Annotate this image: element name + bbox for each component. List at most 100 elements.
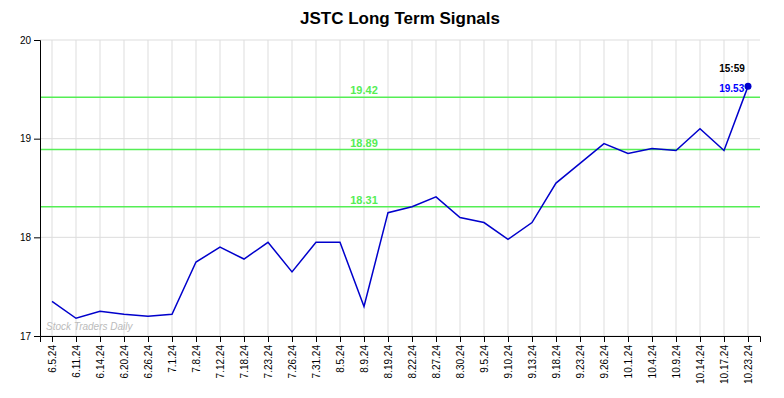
tick-mark: [700, 336, 701, 342]
tick-label: 8.5.24: [335, 345, 346, 373]
grid-line: [604, 40, 605, 336]
tick-mark: [124, 336, 125, 342]
tick-label: 9.10.24: [503, 345, 514, 379]
tick: 9.26.24: [599, 336, 610, 378]
tick-label: 8.9.24: [359, 345, 370, 373]
tick-mark: [76, 336, 77, 342]
tick-label: 10.9.24: [671, 345, 682, 379]
tick-label: 10.4.24: [647, 345, 658, 379]
watermark: Stock Traders Daily: [46, 321, 134, 332]
tick-mark: [220, 336, 221, 342]
annotation: 19.53: [719, 83, 744, 94]
tick-mark: [604, 336, 605, 342]
grid-line: [580, 40, 581, 336]
grid-line: [52, 40, 53, 336]
tick-label: 7.26.24: [287, 345, 298, 379]
tick-label: 9.26.24: [599, 345, 610, 379]
grid-line: [508, 40, 509, 336]
hline: [40, 206, 760, 208]
tick-mark: [508, 336, 509, 342]
tick-label: 8.27.24: [431, 345, 442, 379]
tick: 19: [20, 133, 40, 144]
grid-line: [76, 40, 77, 336]
grid-line: [220, 40, 221, 336]
grid-line: [652, 40, 653, 336]
tick-label: 10.17.24: [719, 345, 730, 384]
y-axis: 17 18 19 20: [20, 35, 41, 342]
grid: [40, 40, 760, 336]
tick-label: 6.14.24: [95, 345, 106, 379]
tick: 6.14.24: [95, 336, 106, 378]
tick-mark: [556, 336, 557, 342]
marks: [40, 83, 760, 318]
tick-label: 10.14.24: [695, 345, 706, 384]
grid-line: [100, 40, 101, 336]
grid-line: [436, 40, 437, 336]
tick-label: 6.5.24: [47, 345, 58, 373]
tick: 20: [20, 35, 40, 46]
tick: 10.4.24: [647, 336, 658, 378]
tick: 7.1.24: [167, 336, 178, 373]
tick: 8.27.24: [431, 336, 442, 378]
tick-mark: [412, 336, 413, 342]
grid-line: [412, 40, 413, 336]
tick-mark: [724, 336, 725, 342]
line: [52, 86, 748, 318]
tick-label: 19: [20, 133, 32, 144]
tick: 9.13.24: [527, 336, 538, 378]
x-axis: 6.5.246.11.246.14.246.20.246.26.247.1.24…: [41, 336, 761, 384]
chart: 171819206.5.246.11.246.14.246.20.246.26.…: [0, 0, 784, 398]
tick-label: 18: [20, 232, 32, 243]
tick: 18: [20, 232, 40, 243]
tick-mark: [436, 336, 437, 342]
tick-label: 9.13.24: [527, 345, 538, 379]
tick-label: 10.1.24: [623, 345, 634, 379]
tick-label: 9.23.24: [575, 345, 586, 379]
grid-line: [340, 40, 341, 336]
tick-mark: [364, 336, 365, 342]
tick: 7.26.24: [287, 336, 298, 378]
tick-mark: [460, 336, 461, 342]
tick-label: 17: [20, 331, 32, 342]
hline-label: 18.89: [350, 137, 378, 149]
tick: 6.11.24: [71, 336, 82, 378]
tick-mark: [580, 336, 581, 342]
tick-label: 20: [20, 35, 32, 46]
tick-label: 7.8.24: [191, 345, 202, 373]
tick: 7.31.24: [311, 336, 322, 378]
grid-line: [388, 40, 389, 336]
tick-mark: [292, 336, 293, 342]
tick: 7.18.24: [239, 336, 250, 378]
tick-mark: [268, 336, 269, 342]
tick-mark: [100, 336, 101, 342]
tick-label: 6.20.24: [119, 345, 130, 379]
tick-mark: [34, 40, 40, 41]
tick: 10.1.24: [623, 336, 634, 378]
tick: 7.12.24: [215, 336, 226, 378]
tick-label: 6.11.24: [71, 345, 82, 378]
tick-mark: [316, 336, 317, 342]
hline: [40, 96, 760, 98]
tick-mark: [532, 336, 533, 342]
tick: 8.22.24: [407, 336, 418, 378]
tick-label: 7.23.24: [263, 345, 274, 379]
tick: 8.5.24: [335, 336, 346, 373]
tick-mark: [340, 336, 341, 342]
axis-line: [41, 337, 761, 343]
tick: 10.9.24: [671, 336, 682, 378]
tick: 10.23.24: [743, 336, 754, 384]
grid-line: [148, 40, 149, 336]
axis-line: [34, 41, 41, 337]
tick-label: 9.18.24: [551, 345, 562, 379]
tick-label: 8.22.24: [407, 345, 418, 379]
grid-line: [316, 40, 317, 336]
grid-line: [676, 40, 677, 336]
annotation: 15:59: [719, 63, 745, 74]
tick: 8.9.24: [359, 336, 370, 373]
grid-line: [244, 40, 245, 336]
tick: 8.19.24: [383, 336, 394, 378]
grid-line: [628, 40, 629, 336]
tick-mark: [172, 336, 173, 342]
tick: 9.10.24: [503, 336, 514, 378]
tick-label: 8.30.24: [455, 345, 466, 379]
